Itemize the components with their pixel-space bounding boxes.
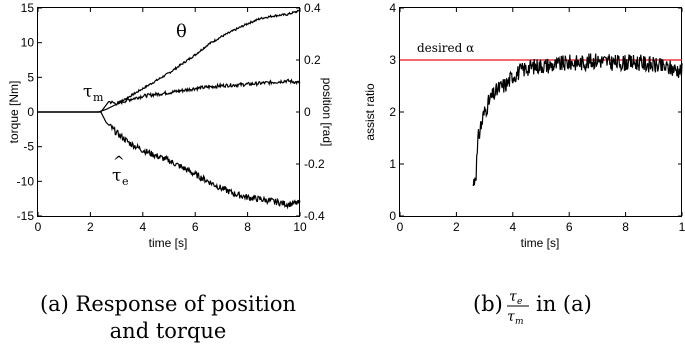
frac-den-sub: m: [515, 317, 524, 327]
chart-b-y-tick-label: 0: [389, 209, 396, 223]
chart-a-x-tick-label: 8: [244, 220, 251, 234]
tau-e-symbol: τ: [112, 166, 121, 186]
chart-a-y-tick-label: -15: [17, 209, 35, 223]
chart-b-y-tick-label: 4: [389, 1, 396, 15]
caption-b: (b) τ e τ m in (a): [473, 289, 592, 327]
chart-b-x-tick-label: 4: [509, 220, 516, 234]
chart-a-y-tick-label: 0: [27, 105, 34, 119]
caption-b-suffix: in (a): [536, 292, 592, 316]
chart-b: 0 2 4 6 8 1 0 1 2 3 4 desired α time [s] assist r…: [363, 1, 685, 250]
frac-den-tau: τ: [507, 309, 515, 325]
desired-alpha-label: desired α: [417, 41, 474, 55]
chart-a-y-tick-label: 10: [21, 36, 35, 50]
tau-e-hat-mark: ^: [113, 154, 125, 170]
chart-b-y-tick-label: 2: [389, 105, 396, 119]
tau-e-hat-line: [38, 111, 301, 210]
caption-b-prefix: (b): [473, 292, 503, 316]
chart-a-xlabel: time [s]: [149, 236, 188, 250]
chart-a-x-ticks: 0 2 4 6 8 10: [35, 8, 307, 234]
chart-b-ylabel: assist ratio: [363, 83, 377, 141]
tau-m-symbol: τ: [83, 82, 92, 102]
chart-a-right-tick-label: 0.2: [304, 53, 321, 67]
tau-e-hat-label: ^ τ e: [112, 154, 129, 188]
frac-num-tau: τ: [509, 289, 517, 305]
chart-a: 0 2 4 6 8 10 -15 -10 -5 0 5 10 15 -0.4 -0.2 0 0.2 0.4 t…: [7, 1, 334, 250]
chart-b-xlabel: time [s]: [521, 236, 560, 250]
chart-b-x-tick-label: 6: [566, 220, 573, 234]
caption-a-line2: and torque: [110, 319, 227, 343]
chart-a-y-ticks: -15 -10 -5 0 5 10 15: [17, 1, 42, 223]
chart-b-x-tick-label: 8: [622, 220, 629, 234]
caption-a-line1: (a) Response of position: [40, 292, 296, 316]
chart-a-x-tick-label: 0: [35, 220, 42, 234]
chart-a-series: [38, 9, 301, 210]
chart-b-x-tick-label: 0: [397, 220, 404, 234]
chart-a-y-tick-label: 15: [21, 1, 35, 15]
chart-a-ylabel: torque [Nm]: [7, 81, 21, 144]
theta-line: [38, 9, 301, 113]
chart-b-y-ticks: 0 1 2 3 4: [389, 1, 682, 223]
chart-b-y-tick-label: 1: [389, 157, 396, 171]
chart-a-right-ticks: -0.4 -0.2 0 0.2 0.4: [296, 1, 325, 223]
chart-a-x-tick-label: 2: [87, 220, 94, 234]
tau-m-subscript: m: [93, 91, 104, 104]
theta-label: θ: [176, 21, 187, 42]
chart-a-right-tick-label: -0.2: [304, 157, 325, 171]
tau-m-line: [38, 78, 301, 113]
chart-a-x-tick-label: 6: [192, 220, 199, 234]
chart-a-ylabel-right: position [rad]: [320, 78, 334, 147]
tau-e-subscript: e: [122, 175, 129, 188]
frac-num-sub: e: [517, 297, 522, 307]
chart-b-x-tick-label: 1: [679, 220, 685, 234]
chart-b-series: [472, 53, 683, 187]
chart-a-right-tick-label: 0.4: [304, 1, 321, 15]
chart-a-x-tick-label: 4: [139, 220, 146, 234]
chart-a-y-tick-label: -5: [23, 140, 34, 154]
chart-b-frame: [399, 7, 682, 217]
chart-b-y-tick-label: 3: [389, 53, 396, 67]
chart-a-x-tick-label: 10: [293, 220, 307, 234]
chart-a-right-tick-label: 0: [304, 105, 311, 119]
chart-b-x-ticks: 0 2 4 6 8 1: [397, 8, 685, 234]
assist-ratio-line: [472, 53, 683, 187]
chart-a-right-tick-label: -0.4: [304, 209, 325, 223]
caption-b-fraction: τ e τ m: [507, 289, 529, 327]
chart-a-y-tick-label: 5: [27, 70, 34, 84]
chart-b-x-tick-label: 2: [453, 220, 460, 234]
tau-m-label: τ m: [83, 82, 104, 104]
chart-a-y-tick-label: -10: [17, 174, 35, 188]
